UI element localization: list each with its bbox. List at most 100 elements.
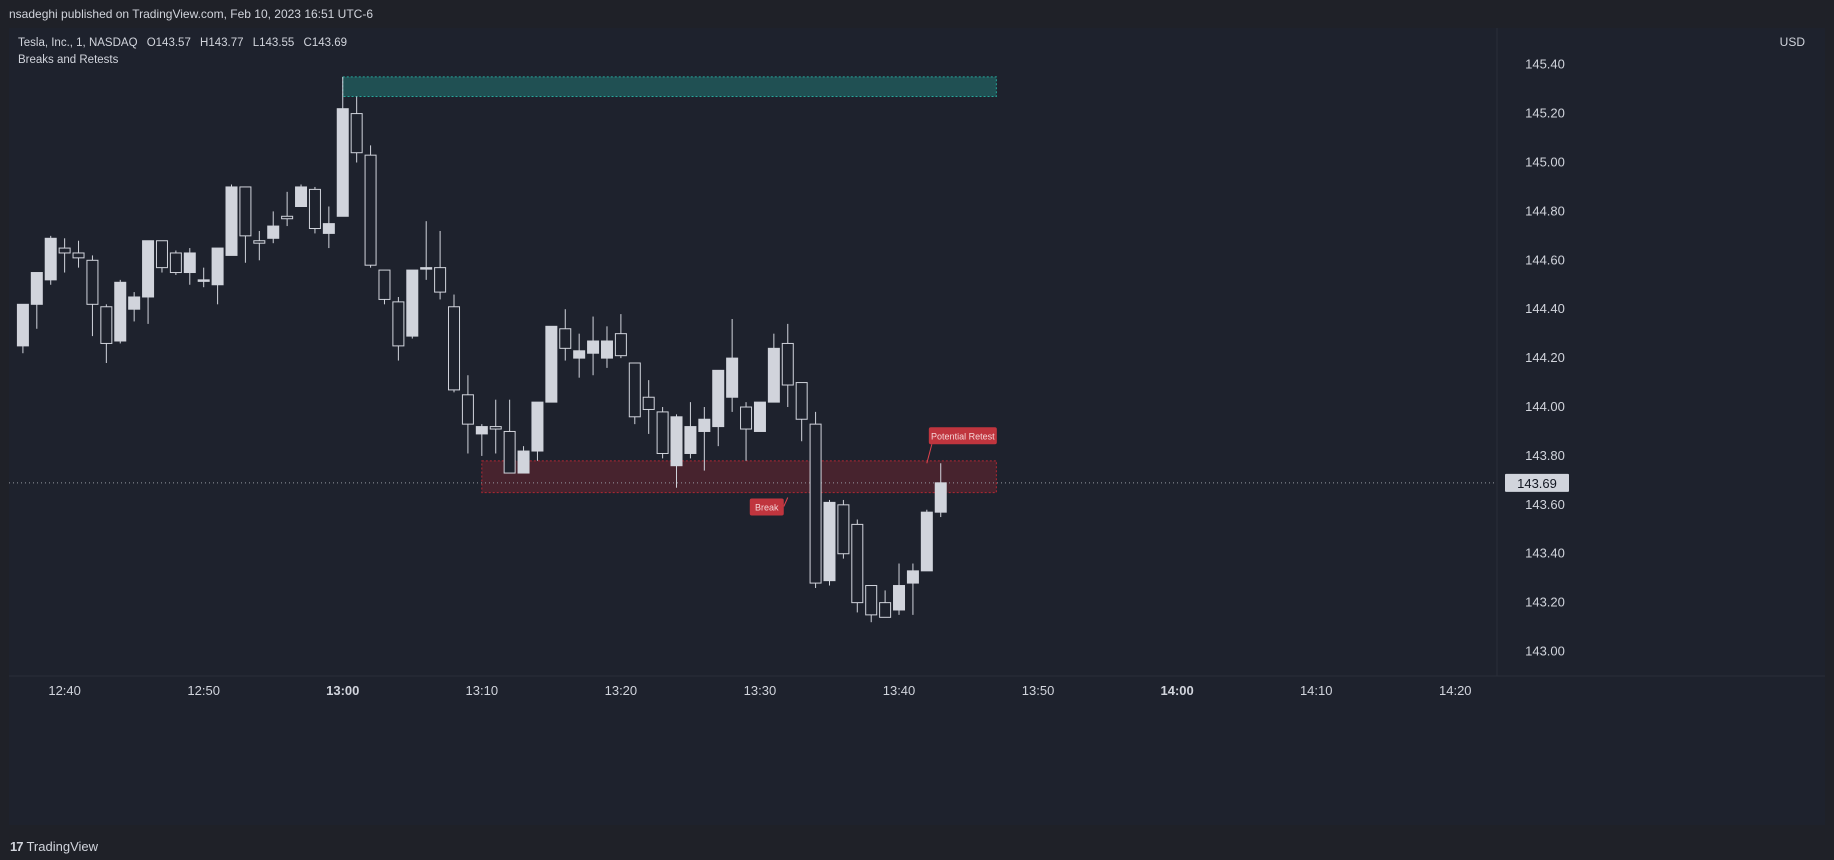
candle-down [656,411,669,454]
candle-down [308,188,321,230]
price-tick-label: 143.60 [1525,497,1565,512]
candle-down [879,602,892,618]
candle-up [406,269,419,337]
candle-up [197,279,210,282]
candlestick-chart[interactable]: Break Potential Retest 145.40 145.20 145.00 1… [9,28,1825,825]
chart-legend: Tesla, Inc., 1, NASDAQ O143.57 H143.77 L… [18,35,353,69]
candle-down [809,423,822,584]
price-tick-label: 144.00 [1525,399,1565,414]
candle-down [239,186,252,237]
price-tick-label: 143.00 [1525,644,1565,659]
candle-up [906,570,919,584]
chart-pane[interactable]: Break Potential Retest 145.40 145.20 145.00 1… [9,28,1825,825]
indicator-name[interactable]: Breaks and Retests [18,54,119,66]
candle-down [628,362,641,418]
label-box [749,498,784,516]
candle-down [155,240,168,269]
candle-down [364,154,377,266]
candle-up [30,272,43,305]
candle-up [684,426,697,454]
candle-up [336,108,349,217]
candle-up [753,401,766,432]
ohlc-line: Tesla, Inc., 1, NASDAQ O143.57 H143.77 L… [18,35,353,52]
candle-down [642,396,655,410]
candle-up [128,296,141,310]
time-tick-label: 13:20 [605,683,638,698]
price-tick-label: 144.80 [1525,203,1565,218]
candle-up [211,247,224,286]
publisher-header: nsadeghi published on TradingView.com, F… [0,0,1834,28]
candle-up [934,482,947,513]
currency-label[interactable]: USD [1779,35,1805,49]
label-connector [783,497,789,507]
open-value: O143.57 [146,37,191,49]
candle-down [169,252,182,274]
break-label: Break [755,502,779,512]
candle-up [183,252,196,274]
price-tick-label: 143.20 [1525,595,1565,610]
candle-up [16,303,29,347]
price-tick-label: 145.20 [1525,106,1565,121]
candle-up [712,369,725,428]
candle-up [545,325,558,403]
candle-down [448,306,461,391]
time-tick-label: 13:10 [466,683,499,698]
candle-down [281,215,294,220]
price-tick-label: 143.40 [1525,546,1565,561]
candle-up [225,186,238,256]
candle-down [559,328,572,349]
label-box [928,427,997,445]
candle-up [267,225,280,239]
candle-up [670,416,683,467]
price-tick-label: 144.40 [1525,301,1565,316]
candle-down [350,113,363,154]
resistance-zone [342,76,997,97]
candle-up [920,511,933,572]
candle-up [322,223,335,234]
candle-up [531,401,544,452]
brand-name[interactable]: TradingView [26,838,99,854]
candle-down [461,394,474,425]
candle-down [489,426,502,430]
time-tick-label: 13:00 [326,683,359,698]
candle-up [587,340,600,354]
candle-down [851,523,864,604]
candle-up [420,267,433,270]
close-value: C143.69 [303,37,347,49]
candle-down [72,252,85,259]
candle-down [740,406,753,430]
candle-down [100,306,113,344]
price-tick-label: 145.00 [1525,154,1565,169]
candle-down [614,333,627,357]
time-tick-label: 13:50 [1022,683,1055,698]
candle-down [378,269,391,300]
tradingview-logo-icon[interactable]: 17 [10,838,24,854]
candle-up [475,426,488,435]
support-zone [481,460,997,494]
candle-down [86,259,99,305]
footer: 17 TradingView [0,832,1834,860]
price-tick-label: 144.20 [1525,350,1565,365]
price-tick-label: 145.40 [1525,57,1565,72]
time-tick-label: 13:40 [883,683,916,698]
potential-retest-label: Potential Retest [931,431,995,441]
candle-down [58,247,71,254]
candle-up [726,357,739,398]
candle-down [253,240,266,244]
candle-up [573,350,586,359]
symbol-info[interactable]: Tesla, Inc., 1, NASDAQ [18,37,138,49]
published-text: nsadeghi published on TradingView.com, F… [9,7,374,21]
candle-down [392,301,405,347]
time-tick-label: 14:00 [1161,683,1194,698]
candle-down [865,585,878,616]
time-tick-label: 13:30 [744,683,777,698]
candle-up [295,186,308,208]
candle-up [767,347,780,403]
candle-down [781,342,794,386]
candle-up [600,340,613,359]
candle-up [823,501,836,582]
candle-down [434,267,447,293]
candle-up [44,237,57,281]
low-value: L143.55 [252,37,295,49]
time-tick-label: 14:20 [1439,683,1472,698]
